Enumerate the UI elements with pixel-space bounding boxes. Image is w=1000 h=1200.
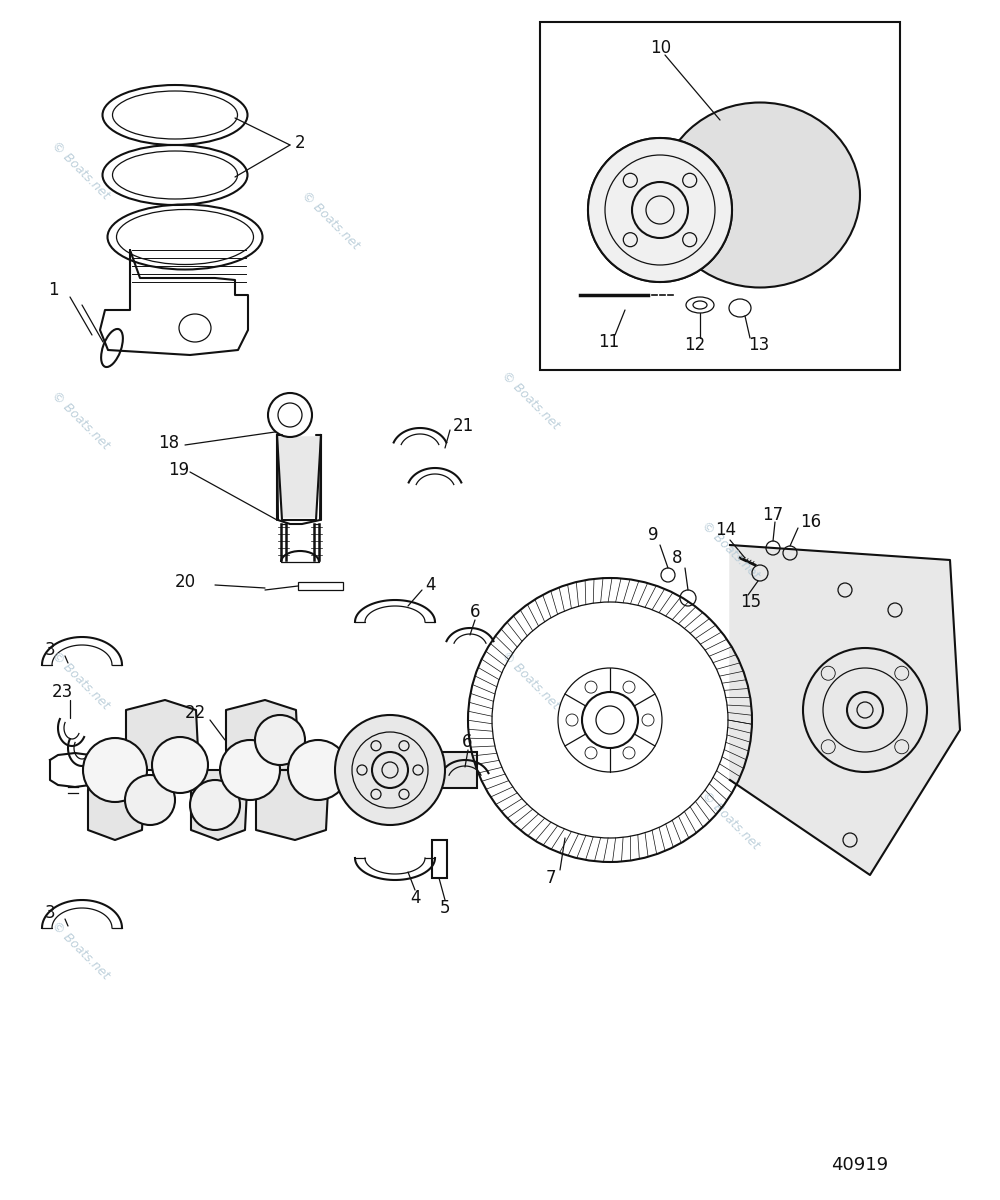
Text: 6: 6 bbox=[462, 733, 473, 751]
Text: 1: 1 bbox=[48, 281, 59, 299]
Circle shape bbox=[220, 740, 280, 800]
Text: 19: 19 bbox=[168, 461, 189, 479]
Polygon shape bbox=[88, 770, 144, 840]
Polygon shape bbox=[191, 770, 247, 840]
Text: © Boats.net: © Boats.net bbox=[698, 518, 762, 582]
Text: 23: 23 bbox=[52, 683, 73, 701]
Bar bbox=[540, 22, 900, 370]
Text: 22: 22 bbox=[185, 704, 206, 722]
Polygon shape bbox=[730, 545, 960, 875]
Text: © Boats.net: © Boats.net bbox=[498, 648, 562, 712]
Text: 18: 18 bbox=[158, 434, 179, 452]
Bar bbox=[432, 840, 447, 878]
Circle shape bbox=[288, 740, 348, 800]
Circle shape bbox=[255, 715, 305, 766]
Text: 10: 10 bbox=[650, 38, 671, 56]
Text: 13: 13 bbox=[748, 336, 769, 354]
Text: 7: 7 bbox=[546, 869, 556, 887]
Text: 16: 16 bbox=[800, 514, 821, 530]
Circle shape bbox=[83, 738, 147, 802]
Text: 4: 4 bbox=[410, 889, 420, 907]
Text: 6: 6 bbox=[470, 602, 480, 622]
Polygon shape bbox=[126, 700, 198, 770]
Text: 4: 4 bbox=[425, 576, 436, 594]
Text: 12: 12 bbox=[684, 336, 706, 354]
Text: 3: 3 bbox=[45, 904, 56, 922]
Circle shape bbox=[588, 138, 732, 282]
Text: © Boats.net: © Boats.net bbox=[48, 138, 112, 202]
Text: 9: 9 bbox=[648, 526, 658, 544]
Text: 15: 15 bbox=[740, 593, 761, 611]
Text: 20: 20 bbox=[175, 572, 196, 590]
Circle shape bbox=[152, 737, 208, 793]
Circle shape bbox=[335, 715, 445, 826]
Circle shape bbox=[190, 780, 240, 830]
Text: 8: 8 bbox=[672, 550, 682, 566]
Text: © Boats.net: © Boats.net bbox=[698, 788, 762, 852]
Text: 11: 11 bbox=[598, 332, 619, 350]
Polygon shape bbox=[277, 437, 321, 517]
Polygon shape bbox=[256, 770, 328, 840]
Bar bbox=[442, 752, 477, 788]
Polygon shape bbox=[226, 700, 298, 770]
Text: © Boats.net: © Boats.net bbox=[48, 918, 112, 982]
Text: 2: 2 bbox=[295, 134, 306, 152]
Text: 21: 21 bbox=[453, 416, 474, 434]
Text: 3: 3 bbox=[45, 641, 56, 659]
Text: © Boats.net: © Boats.net bbox=[48, 389, 112, 451]
Text: © Boats.net: © Boats.net bbox=[298, 188, 362, 252]
Text: © Boats.net: © Boats.net bbox=[498, 368, 562, 432]
Ellipse shape bbox=[660, 102, 860, 288]
Text: 17: 17 bbox=[762, 506, 783, 524]
Text: 5: 5 bbox=[440, 899, 450, 917]
Circle shape bbox=[588, 138, 732, 282]
Text: 40919: 40919 bbox=[831, 1156, 889, 1174]
Text: 14: 14 bbox=[715, 521, 736, 539]
Circle shape bbox=[125, 775, 175, 826]
Text: © Boats.net: © Boats.net bbox=[48, 648, 112, 712]
Bar bbox=[298, 582, 343, 590]
